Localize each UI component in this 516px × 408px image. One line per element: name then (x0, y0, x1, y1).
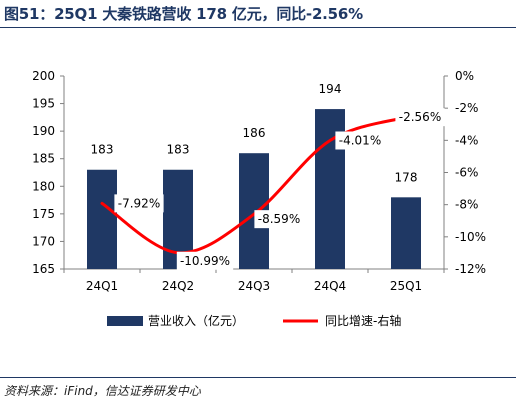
left-tick-label: 165 (32, 262, 55, 276)
left-tick-label: 190 (32, 124, 55, 138)
left-tick-label: 170 (32, 234, 55, 248)
growth-label-box (335, 131, 385, 150)
revenue-bar-label: 178 (395, 170, 418, 184)
growth-data-label: -7.92% (118, 196, 160, 210)
right-tick-label: 0% (455, 69, 474, 83)
right-tick-label: -6% (455, 166, 478, 180)
title-divider (0, 27, 516, 28)
growth-label-box (176, 251, 234, 270)
x-tick-label: 24Q4 (314, 279, 346, 293)
right-tick-label: -10% (455, 230, 486, 244)
left-tick-label: 195 (32, 97, 55, 111)
right-tick-label: -4% (455, 133, 478, 147)
revenue-bar-label: 194 (319, 82, 342, 96)
growth-data-label: -8.59% (258, 212, 300, 226)
revenue-bar (87, 169, 117, 269)
x-tick-label: 24Q1 (86, 279, 118, 293)
right-tick-label: -8% (455, 198, 478, 212)
yoy-growth-line (100, 115, 408, 255)
figure-title: 图51：25Q1 大秦铁路营收 178 亿元，同比-2.56% (4, 5, 363, 23)
source-note: 资料来源：iFind，信达证券研发中心 (4, 384, 201, 398)
left-tick-label: 185 (32, 152, 55, 166)
legend-bar-swatch (107, 316, 143, 326)
revenue-bar (391, 197, 421, 269)
revenue-growth-chart: 165 170 175 180 185 190 195 200 -12% -10% -8% -6% -4… (32, 69, 486, 328)
left-tick-label: 175 (32, 207, 55, 221)
x-tick-label: 24Q3 (238, 279, 270, 293)
revenue-bar-label: 183 (91, 143, 114, 157)
legend-line-label: 同比增速-右轴 (325, 313, 401, 328)
growth-data-label: -4.01% (339, 133, 381, 147)
right-tick-label: -12% (455, 262, 486, 276)
x-tick-label: 25Q1 (390, 279, 422, 293)
source-divider (0, 377, 516, 378)
growth-label-box (254, 210, 304, 229)
left-tick-label: 200 (32, 69, 55, 83)
growth-label-box (395, 108, 445, 127)
x-tick-label: 24Q2 (162, 279, 194, 293)
left-tick-label: 180 (32, 179, 55, 193)
revenue-bar-label: 186 (243, 126, 266, 140)
growth-data-label: -10.99% (180, 254, 230, 268)
growth-label-box (114, 194, 164, 213)
right-tick-label: -2% (455, 101, 478, 115)
revenue-bar-label: 183 (167, 143, 190, 157)
legend-bar-label: 营业收入（亿元） (148, 313, 244, 328)
growth-data-label: -2.56% (399, 110, 441, 124)
